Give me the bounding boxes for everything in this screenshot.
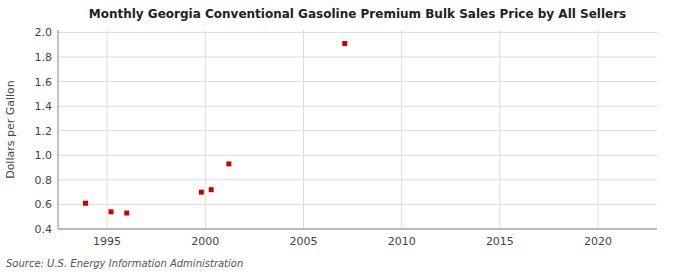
grid-line (58, 179, 657, 180)
grid-line (58, 57, 657, 58)
grid-line (303, 30, 304, 229)
grid-line (58, 155, 657, 156)
grid-line (205, 30, 206, 229)
tick-label: 1.6 (35, 76, 53, 89)
axes: 0.4 0.6 0.8 1.0 1.2 1.4 1.6 1.8 2.0 1995 2000 2005 2… (35, 26, 658, 248)
grid-line (58, 204, 657, 205)
grid-line (401, 30, 402, 229)
x-axis-line (58, 229, 657, 230)
grid (58, 30, 657, 229)
grid-line (58, 81, 657, 82)
tick-label: 0.8 (35, 174, 53, 187)
tick-label: 1.4 (35, 100, 53, 113)
points (83, 41, 347, 216)
tick-label: 2015 (486, 235, 514, 248)
tick-label: 2020 (584, 235, 612, 248)
tick-label: 2000 (191, 235, 219, 248)
tick-label: 1.0 (35, 149, 53, 162)
chart: 0.4 0.6 0.8 1.0 1.2 1.4 1.6 1.8 2.0 1995 2000 2005 2… (0, 0, 675, 275)
point (209, 187, 214, 192)
grid-line (58, 229, 657, 230)
tick-label: 1995 (93, 235, 121, 248)
background (0, 0, 675, 275)
title: Monthly Georgia Conventional Gasoline Pr… (89, 7, 627, 21)
tick-label: 0.4 (35, 223, 53, 236)
grid-line (58, 32, 657, 33)
annotation: Source: U.S. Energy Information Administ… (6, 258, 243, 269)
point (124, 211, 129, 216)
tick-label: 1.8 (35, 51, 53, 64)
grid-line (598, 30, 599, 229)
point (199, 190, 204, 195)
tick-label: 2010 (388, 235, 416, 248)
y-axis-label: Dollars per Gallon (4, 80, 17, 179)
tick-label: 0.6 (35, 198, 53, 211)
point (342, 41, 347, 46)
point (83, 201, 88, 206)
grid-line (107, 30, 108, 229)
grid-line (499, 30, 500, 229)
tick-label: 2005 (289, 235, 317, 248)
grid-line (58, 106, 657, 107)
y-axis-line (58, 30, 59, 229)
point (109, 209, 114, 214)
grid-line (58, 130, 657, 131)
tick-label: 2.0 (35, 26, 53, 39)
point (226, 161, 231, 166)
tick-label: 1.2 (35, 125, 53, 138)
